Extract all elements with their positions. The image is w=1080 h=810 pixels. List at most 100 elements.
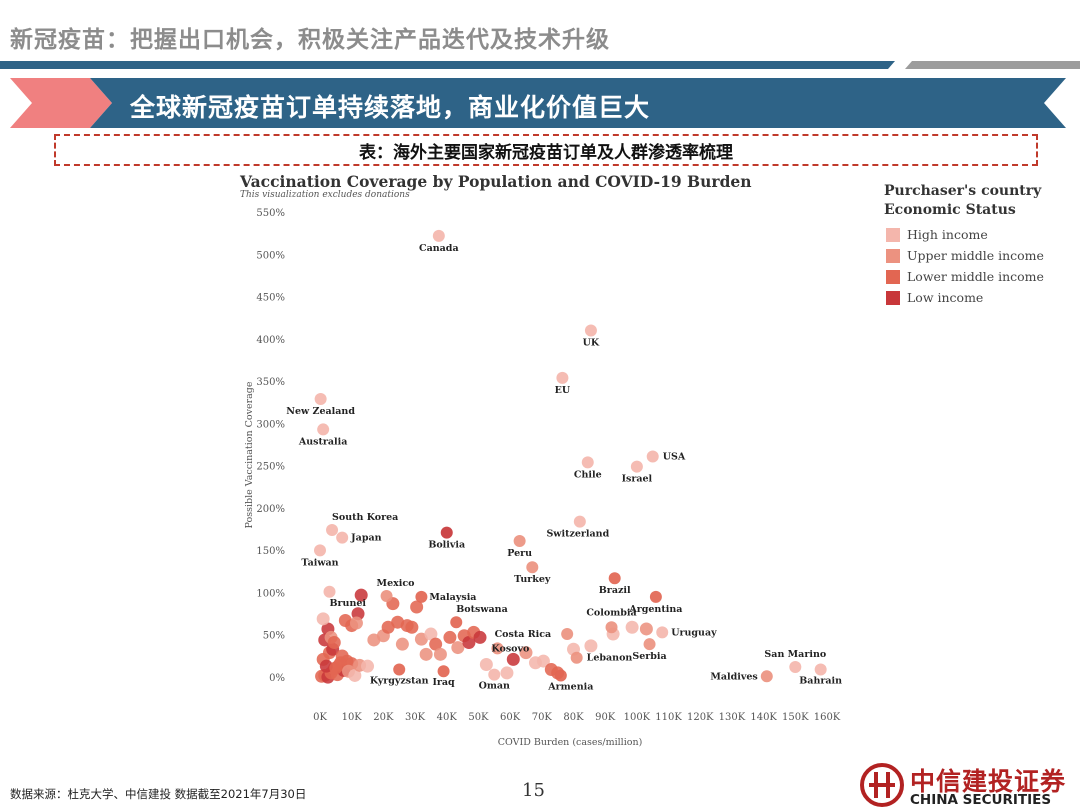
scatter-point: [443, 630, 457, 644]
scatter-point-japan: [336, 531, 349, 544]
data-points: [314, 229, 827, 684]
point-label-serbia: Serbia: [632, 651, 666, 662]
scatter-point-brunei: [323, 585, 336, 598]
y-tick-label: 400%: [256, 335, 285, 346]
scatter-point-new-zealand: [314, 393, 327, 405]
point-label-maldives: Maldives: [710, 671, 757, 682]
point-label-costa-rica: Costa Rica: [495, 629, 552, 640]
scatter-point-australia: [317, 423, 330, 436]
scatter-point-israel: [630, 460, 643, 473]
scatter-point: [348, 668, 362, 682]
y-axis-ticks: 0% 50% 100% 150% 200% 250% 300% 350% 400% 450% 500…: [256, 208, 285, 684]
legend-item-upper-middle-income: Upper middle income: [886, 245, 1044, 266]
scatter-point-malaysia: [415, 590, 428, 603]
point-label-colombia: Colombia: [586, 607, 636, 618]
y-tick-label: 450%: [256, 293, 285, 304]
table-caption-box: [54, 134, 1038, 166]
brand-logo: 中信建投证券 CHINA SECURITIES: [860, 763, 1075, 808]
point-label-kyrgyzstan: Kyrgyzstan: [370, 676, 429, 687]
scatter-point: [479, 657, 493, 671]
scatter-point-brazil: [608, 572, 621, 585]
scatter-point: [500, 666, 514, 680]
x-tick-label: 70K: [532, 712, 553, 723]
x-tick-label: 150K: [782, 712, 809, 723]
x-tick-label: 120K: [687, 712, 714, 723]
header-divider-bar: [0, 61, 1080, 69]
point-label-san-marino: San Marino: [764, 649, 826, 660]
x-tick-label: 80K: [563, 712, 584, 723]
y-tick-label: 50%: [263, 631, 285, 642]
point-label-bahrain: Bahrain: [799, 676, 842, 687]
point-label-lebanon: Lebanon: [587, 653, 633, 664]
y-axis-label: Possible Vaccination Coverage: [244, 381, 255, 528]
scatter-point-colombia: [605, 621, 618, 634]
scatter-point: [433, 647, 447, 661]
scatter-point-lebanon: [570, 651, 583, 664]
page-number: 15: [522, 780, 545, 801]
scatter-point: [506, 652, 520, 666]
scatter-point: [639, 622, 653, 636]
y-tick-label: 200%: [256, 504, 285, 515]
scatter-point-oman: [488, 668, 501, 681]
scatter-point-usa: [646, 450, 659, 463]
point-label-argentina: Argentina: [628, 604, 682, 615]
point-label-malaysia: Malaysia: [429, 592, 476, 603]
point-label-usa: USA: [663, 451, 686, 462]
point-labels: Canada UK EU New Zealand Australia USA Chile Is…: [286, 243, 842, 693]
table-caption: 表：海外主要国家新冠疫苗订单及人群渗透率梳理: [359, 143, 733, 163]
point-label-iraq: Iraq: [432, 677, 455, 688]
scatter-point-serbia: [643, 638, 656, 651]
y-tick-label: 250%: [256, 462, 285, 473]
page-title: 新冠疫苗：把握出口机会，积极关注产品迭代及技术升级: [10, 27, 610, 53]
x-tick-label: 20K: [373, 712, 394, 723]
scatter-point-mexico: [380, 589, 393, 602]
x-tick-label: 40K: [437, 712, 458, 723]
x-tick-label: 0K: [313, 712, 327, 723]
scatter-point: [316, 612, 330, 626]
chart-legend: High income Upper middle income Lower mi…: [886, 224, 1044, 308]
x-tick-label: 10K: [342, 712, 363, 723]
scatter-point-uruguay: [656, 626, 669, 639]
scatter-point-bolivia: [440, 526, 453, 539]
scatter-point-taiwan: [314, 544, 326, 557]
scatter-point: [410, 600, 424, 614]
brand-name-cn: 中信建投证券: [910, 767, 1067, 796]
y-tick-label: 550%: [256, 208, 285, 219]
scatter-point: [519, 646, 533, 660]
scatter-point-kosovo: [491, 642, 504, 655]
scatter-point-chile: [581, 456, 594, 469]
brand-name-en: CHINA SECURITIES: [910, 792, 1052, 808]
scatter-point-bahrain: [814, 663, 827, 676]
y-tick-label: 0%: [269, 673, 285, 684]
point-label-south-korea: South Korea: [332, 512, 398, 523]
point-label-uruguay: Uruguay: [671, 627, 717, 638]
point-label-armenia: Armenia: [547, 681, 593, 692]
point-label-switzerland: Switzerland: [546, 529, 609, 540]
scatter-point-south-korea: [326, 524, 339, 537]
legend-title-line2: Economic Status: [884, 202, 1016, 218]
scatter-point-canada: [432, 229, 445, 242]
scatter-point: [414, 632, 428, 646]
scatter-point: [462, 635, 476, 649]
scatter-point: [429, 637, 443, 651]
point-label-israel: Israel: [622, 474, 653, 485]
x-axis-ticks: 0K 10K 20K 30K 40K 50K 60K 70K 80K 90K 100K 110K 120…: [313, 712, 841, 723]
point-label-botswana: Botswana: [456, 604, 508, 615]
x-tick-label: 110K: [655, 712, 682, 723]
legend-swatch: [886, 248, 900, 263]
scatter-point: [424, 627, 438, 641]
section-banner-title: 全球新冠疫苗订单持续落地，商业化价值巨大: [130, 93, 651, 122]
scatter-point: [584, 639, 598, 653]
scatter-point-iraq: [437, 665, 450, 678]
scatter-point: [367, 633, 381, 647]
citic-emblem-icon: [860, 763, 904, 807]
scatter-point: [419, 647, 433, 661]
scatter-point: [381, 620, 395, 634]
scatter-point: [349, 616, 363, 630]
scatter-point: [327, 635, 341, 649]
scatter-point-peru: [513, 535, 526, 548]
chart-title: Vaccination Coverage by Population and C…: [240, 172, 752, 191]
scatter-point: [625, 620, 639, 634]
point-label-eu: EU: [555, 385, 571, 396]
